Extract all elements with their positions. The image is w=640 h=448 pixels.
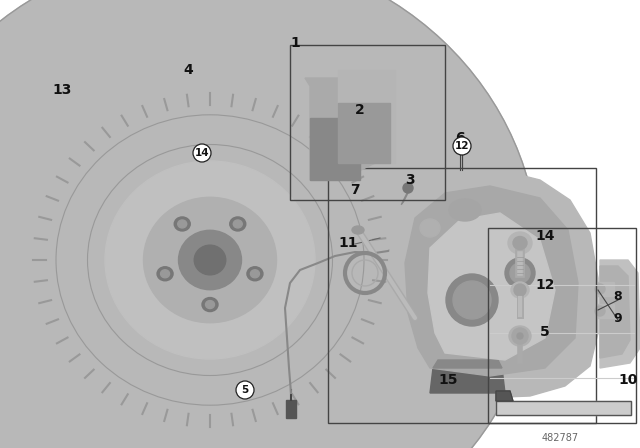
Polygon shape [433,360,502,368]
Text: 12: 12 [535,278,555,292]
Bar [596,304,614,318]
Bar [488,228,636,423]
Ellipse shape [202,297,218,311]
Ellipse shape [247,267,263,281]
Polygon shape [430,368,505,393]
Ellipse shape [0,0,539,448]
Polygon shape [0,62,224,318]
Ellipse shape [449,199,481,221]
Ellipse shape [105,161,315,359]
Text: 13: 13 [52,83,72,97]
Bar [290,45,445,200]
Bar [286,400,296,418]
Circle shape [103,297,113,307]
Polygon shape [310,118,360,180]
Ellipse shape [179,230,241,290]
Polygon shape [0,79,53,301]
Bar [328,168,596,423]
Text: 6: 6 [455,131,465,145]
Circle shape [453,137,471,155]
Text: 7: 7 [350,183,360,197]
Polygon shape [496,391,513,401]
Ellipse shape [446,274,498,326]
Text: 10: 10 [618,373,637,387]
Ellipse shape [157,267,173,281]
Circle shape [517,333,523,339]
Ellipse shape [143,197,276,323]
Ellipse shape [178,220,187,228]
Polygon shape [405,186,578,376]
Ellipse shape [509,326,531,346]
Ellipse shape [233,220,243,228]
Polygon shape [390,170,598,398]
Text: 5: 5 [540,325,550,339]
Ellipse shape [513,237,527,250]
Circle shape [24,264,34,274]
Polygon shape [145,278,162,293]
Ellipse shape [508,232,532,254]
Polygon shape [600,266,630,358]
Ellipse shape [174,217,190,231]
Circle shape [236,381,254,399]
Polygon shape [428,213,555,360]
Text: 2: 2 [355,103,365,117]
Polygon shape [496,401,631,415]
Ellipse shape [595,306,605,316]
Text: 14: 14 [535,229,555,243]
Circle shape [403,183,413,193]
Text: 15: 15 [438,373,458,387]
Circle shape [512,328,528,344]
Ellipse shape [35,95,385,425]
Polygon shape [338,103,390,163]
Text: 8: 8 [614,289,622,302]
Polygon shape [305,78,375,180]
Text: 11: 11 [339,236,358,250]
Ellipse shape [161,270,170,278]
Text: 3: 3 [405,173,415,187]
Ellipse shape [505,258,535,288]
Circle shape [514,284,526,296]
Text: 482787: 482787 [541,433,579,443]
Ellipse shape [230,217,246,231]
Circle shape [193,144,211,162]
Ellipse shape [205,301,214,309]
Ellipse shape [595,284,605,294]
Text: 14: 14 [195,148,209,158]
Ellipse shape [420,219,440,237]
Text: 9: 9 [614,311,622,324]
Polygon shape [406,200,422,216]
Ellipse shape [195,245,226,275]
Ellipse shape [510,263,530,283]
Ellipse shape [511,282,529,298]
Polygon shape [600,260,640,368]
Text: 4: 4 [183,63,193,77]
Text: 1: 1 [290,36,300,50]
Bar [596,282,614,296]
Text: 5: 5 [241,385,248,395]
Polygon shape [338,70,395,163]
Circle shape [0,185,1,195]
Ellipse shape [453,281,491,319]
Text: 12: 12 [455,141,469,151]
Ellipse shape [352,226,364,234]
Ellipse shape [250,270,259,278]
